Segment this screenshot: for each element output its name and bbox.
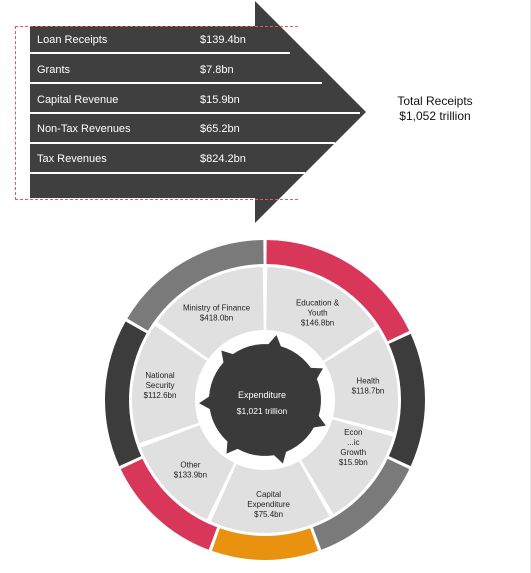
segment-label: $146.8bn [301, 319, 334, 328]
segment-label: Youth [307, 309, 327, 318]
segment-label: $418.0bn [200, 314, 233, 323]
receipt-row-capital-revenue: Capital Revenue $15.9bn [37, 89, 271, 111]
expenditure-wheel: Expenditure $1,021 trillion Education &You… [104, 240, 425, 560]
segment-label: Education & [296, 299, 340, 308]
segment-label: Econ [344, 428, 362, 437]
expenditure-segment [157, 267, 264, 359]
receipt-value: $7.8bn [200, 64, 234, 76]
total-receipts: Total Receipts $1,052 trillion [380, 94, 490, 124]
outer-ring-segment [266, 240, 410, 342]
expenditure-segment [140, 425, 235, 520]
segment-label: National [145, 371, 175, 380]
segment-label: Ministry of Finance [183, 304, 251, 313]
segment-label: $112.6bn [144, 391, 177, 400]
outer-ring-segment [104, 321, 147, 467]
segment-label: Other [180, 461, 200, 470]
outer-ring-segment [312, 458, 410, 550]
segment-label: $118.7bn [352, 387, 385, 396]
receipt-value: $65.2bn [200, 123, 240, 135]
receipt-value: $824.2bn [200, 153, 246, 165]
outer-ring-segment [388, 333, 425, 467]
segment-label: $133.9bn [174, 471, 207, 480]
segment-label: Growth [340, 448, 366, 457]
expenditure-segment [266, 267, 376, 361]
expenditure-hub [199, 335, 326, 464]
receipt-row-grants: Grants $7.8bn [37, 59, 271, 81]
receipts-dashed-frame [15, 26, 298, 200]
hub-title: Expenditure [238, 390, 286, 400]
receipt-row-tax: Tax Revenues $824.2bn [37, 148, 271, 170]
total-receipts-title: Total Receipts [397, 94, 473, 108]
segment-label: Health [356, 377, 379, 386]
receipts-row-separators [30, 52, 360, 174]
receipt-label: Capital Revenue [37, 94, 119, 106]
segment-label: Expenditure [247, 500, 290, 509]
expenditure-segment [324, 329, 398, 433]
outer-ring-segment [127, 240, 264, 331]
hub-value: $1,021 trillion [237, 406, 288, 416]
segment-label: ...ic [347, 438, 359, 447]
segment-label: Security [146, 381, 175, 390]
receipt-label: Non-Tax Revenues [37, 123, 131, 135]
receipt-label: Loan Receipts [37, 34, 108, 46]
expenditure-segment [210, 461, 330, 533]
segment-label: Capital [256, 490, 281, 499]
expenditure-segment [301, 419, 393, 515]
segment-label: $15.9bn [339, 458, 368, 467]
receipt-label: Tax Revenues [37, 153, 107, 165]
outer-ring-segment [211, 528, 319, 560]
outer-ring-segment [120, 458, 218, 550]
expenditure-segment [132, 325, 207, 444]
receipt-row-non-tax: Non-Tax Revenues $65.2bn [37, 118, 271, 140]
receipt-value: $15.9bn [200, 94, 240, 106]
total-receipts-value: $1,052 trillion [399, 109, 471, 123]
segment-label: $75.4bn [254, 510, 283, 519]
receipt-value: $139.4bn [200, 34, 246, 46]
receipt-label: Grants [37, 64, 71, 76]
receipt-row-loan: Loan Receipts $139.4bn [37, 29, 271, 51]
